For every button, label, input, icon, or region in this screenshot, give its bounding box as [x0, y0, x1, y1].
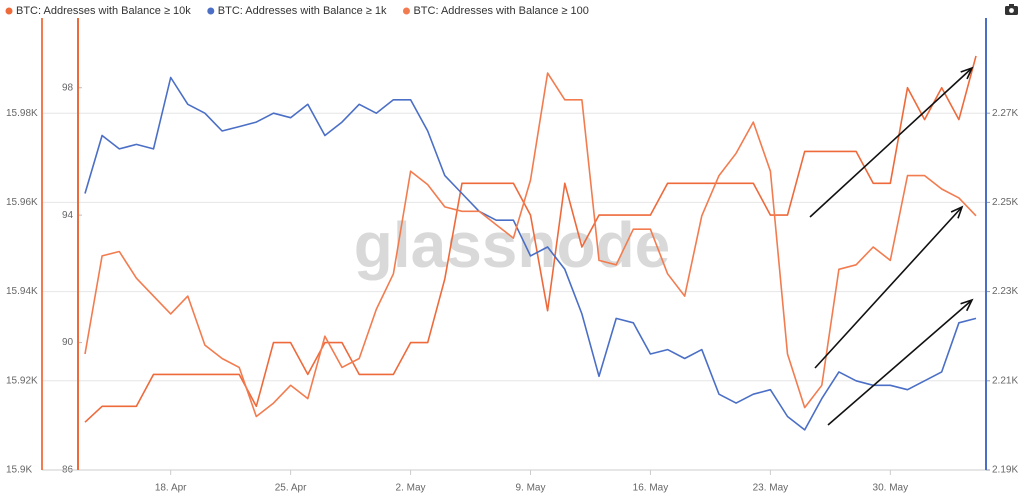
y-tick-label: 15.9K	[6, 465, 32, 476]
x-tick-label: 25. Apr	[275, 483, 307, 494]
annotation-arrow	[809, 67, 973, 218]
y-tick-label: 15.96K	[6, 197, 38, 208]
y2-tick-label: 2.25K	[992, 197, 1018, 208]
y2-tick-label: 2.23K	[992, 286, 1018, 297]
camera-icon[interactable]	[1005, 4, 1018, 15]
y-tick-label: 15.94K	[6, 286, 38, 297]
x-tick-label: 30. May	[873, 483, 909, 494]
legend-label: BTC: Addresses with Balance ≥ 1k	[218, 5, 387, 17]
series-line	[84, 55, 977, 423]
annotation-arrowhead	[950, 205, 964, 219]
legend-label: BTC: Addresses with Balance ≥ 10k	[16, 5, 191, 17]
y3-tick-label: 90	[62, 337, 74, 348]
y2-tick-label: 2.21K	[992, 375, 1018, 386]
y-tick-label: 15.98K	[6, 108, 38, 119]
y3-tick-label: 98	[62, 82, 74, 93]
x-tick-label: 23. May	[753, 483, 789, 494]
x-tick-label: 16. May	[633, 483, 669, 494]
y2-tick-label: 2.19K	[992, 465, 1018, 476]
annotation-arrow	[827, 299, 973, 426]
x-tick-label: 9. May	[515, 483, 545, 494]
annotation-arrowhead	[960, 66, 974, 80]
x-tick-label: 2. May	[396, 483, 426, 494]
legend-marker	[5, 7, 13, 15]
x-tick-label: 18. Apr	[155, 483, 187, 494]
annotation-arrow	[814, 206, 963, 369]
y2-tick-label: 2.27K	[992, 108, 1018, 119]
series-line	[84, 72, 977, 418]
legend: BTC: Addresses with Balance ≥ 10k BTC: Ad…	[5, 5, 589, 17]
legend-marker	[207, 7, 215, 15]
legend-marker	[402, 7, 410, 15]
y-tick-label: 15.92K	[6, 375, 38, 386]
legend-label: BTC: Addresses with Balance ≥ 100	[413, 5, 588, 17]
y3-tick-label: 94	[62, 210, 74, 221]
annotation-arrowhead	[960, 298, 974, 312]
series-line	[84, 76, 977, 431]
